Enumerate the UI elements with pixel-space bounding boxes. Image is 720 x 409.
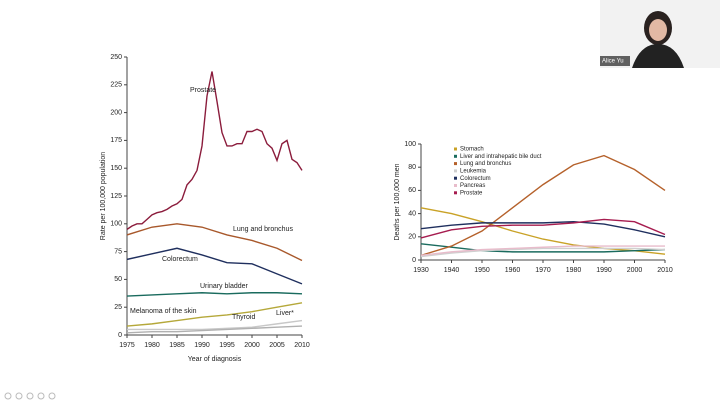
legend-swatch (454, 169, 457, 173)
x-tick-label: 1970 (535, 267, 551, 274)
series-line (420, 243, 666, 253)
x-tick-label: 1990 (194, 342, 210, 349)
person-face (649, 19, 667, 41)
y-tick-label: 125 (110, 193, 122, 200)
series-line (126, 292, 303, 297)
y-tick-label: 0 (412, 257, 416, 264)
y-tick-label: 60 (408, 187, 416, 194)
x-tick-label: 1950 (474, 267, 490, 274)
y-tick-label: 200 (110, 109, 122, 116)
x-tick-label: 1980 (566, 267, 582, 274)
series-line (420, 245, 665, 257)
legend-label: Liver and intrahepatic bile duct (460, 154, 542, 160)
legend-label: Leukemia (460, 168, 487, 174)
participant-name: Alice Yu (602, 59, 624, 65)
x-tick-label: 1980 (144, 342, 160, 349)
icon[interactable] (37, 392, 45, 400)
series-label: Melanoma of the skin (130, 308, 197, 315)
x-tick-label: 1975 (119, 342, 135, 349)
x-tick-label: 2010 (294, 342, 310, 349)
x-tick-label: 2000 (627, 267, 643, 274)
series-line (420, 247, 666, 258)
legend-swatch (454, 147, 457, 151)
x-tick-label: 1995 (219, 342, 235, 349)
y-tick-label: 250 (110, 54, 122, 61)
y-tick-label: 25 (114, 304, 122, 311)
y-tick-label: 50 (114, 276, 122, 283)
series-line (126, 247, 303, 285)
x-tick-label: 1930 (413, 267, 429, 274)
series-line (420, 221, 666, 238)
series-label: Lung and bronchus (233, 226, 293, 233)
name-tag (600, 56, 630, 66)
legend-swatch (454, 184, 457, 187)
icon[interactable] (4, 392, 12, 400)
series-line (420, 207, 666, 255)
y-tick-label: 225 (110, 82, 122, 89)
legend-label: Lung and bronchus (460, 161, 511, 167)
legend-label: Prostate (460, 190, 483, 196)
y-tick-label: 100 (110, 221, 122, 228)
y-tick-label: 175 (110, 137, 122, 144)
x-tick-label: 2000 (244, 342, 260, 349)
video-tile: Alice Yu (600, 0, 720, 68)
series-line (126, 302, 303, 327)
series-line (126, 223, 303, 262)
y-axis-label: Rate per 100,000 population (100, 152, 107, 240)
y-tick-label: 75 (114, 248, 122, 255)
legend-swatch (454, 162, 457, 166)
x-tick-label: 1990 (596, 267, 612, 274)
series-label: Colorectum (162, 256, 198, 263)
y-tick-label: 80 (408, 164, 416, 171)
x-tick-label: 1960 (505, 267, 521, 274)
legend-label: Stomach (460, 147, 484, 153)
series-label: Urinary bladder (200, 283, 249, 290)
icon[interactable] (15, 392, 23, 400)
x-tick-label: 2005 (269, 342, 285, 349)
series-label: Thyroid (232, 314, 255, 321)
toolbar-icons (4, 392, 56, 400)
series-line (126, 71, 303, 230)
chart: 0 25 50 75 100 125 150 175 200 225 250 1975 1980 1985… (100, 54, 310, 363)
y-tick-label: 20 (408, 234, 416, 241)
y-tick-label: 150 (110, 165, 122, 172)
series-label: Liver* (276, 310, 294, 317)
legend-swatch (454, 176, 457, 180)
x-tick-label: 1940 (444, 267, 460, 274)
series-label: Prostate (190, 87, 216, 94)
legend-label: Pancreas (460, 183, 485, 189)
legend-swatch (454, 154, 457, 158)
y-tick-label: 100 (404, 141, 416, 148)
y-tick-label: 40 (408, 210, 416, 217)
icon[interactable] (48, 392, 56, 400)
y-tick-label: 0 (118, 332, 122, 339)
series-line (420, 154, 666, 257)
series-line (127, 319, 303, 331)
legend-label: Colorectum (460, 176, 491, 182)
y-axis-label: Deaths per 100,000 men (394, 163, 401, 240)
x-axis-label: Year of diagnosis (188, 356, 242, 363)
x-tick-label: 1985 (169, 342, 185, 349)
series-line (126, 325, 303, 334)
legend-swatch (454, 191, 457, 195)
series-line (420, 218, 666, 239)
icon[interactable] (26, 392, 34, 400)
x-tick-label: 2010 (657, 267, 673, 274)
person-body (632, 44, 684, 68)
chart: 0 20 40 60 80 100 1930 1940 1950 1960 1970 1980 1990… (394, 141, 673, 274)
